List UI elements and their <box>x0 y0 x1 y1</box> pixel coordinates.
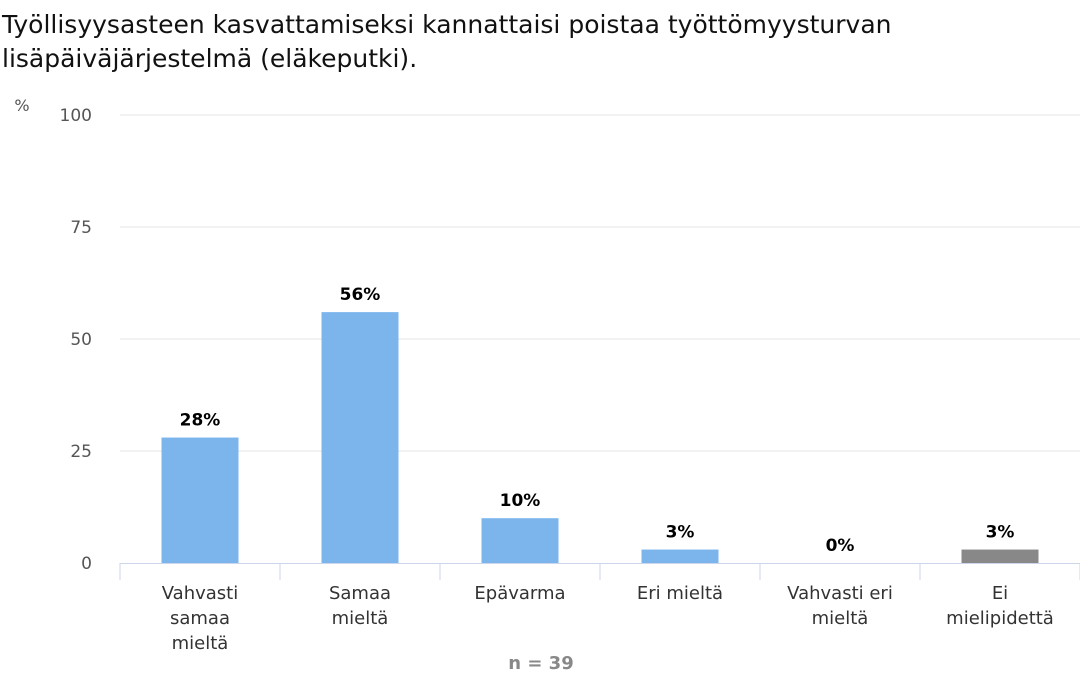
sample-size-label: n = 39 <box>508 653 573 674</box>
data-label: 3% <box>666 523 695 543</box>
data-label: 3% <box>986 523 1015 543</box>
x-tick-label: mieltä <box>172 633 229 654</box>
x-tick-label: Eri mieltä <box>637 583 723 604</box>
bar[interactable] <box>641 549 719 563</box>
x-tick-label: mieltä <box>812 608 869 629</box>
bar[interactable] <box>481 518 559 563</box>
x-tick-label: Vahvasti eri <box>787 583 893 604</box>
x-tick-label: Samaa <box>329 583 391 604</box>
bar[interactable] <box>161 437 239 563</box>
labels: 0 25 50 75 100% 28% Vahvasti samaa mieltä 56% Sama… <box>14 96 1053 674</box>
data-label: 56% <box>340 285 381 305</box>
x-tick-label: mieltä <box>332 608 389 629</box>
bar[interactable] <box>961 549 1039 563</box>
y-tick-label: 100 <box>60 106 92 126</box>
x-tick-label: Vahvasti <box>162 583 238 604</box>
chart-title: Työllisyysasteen kasvattamiseksi kannatt… <box>2 10 892 73</box>
grid-lines <box>120 114 1080 452</box>
x-tick-label: mielipidettä <box>946 608 1054 629</box>
bar[interactable] <box>321 312 399 563</box>
y-tick-label: 0 <box>81 554 92 574</box>
x-tick-label: Ei <box>992 583 1008 604</box>
bars <box>161 312 1039 563</box>
axes <box>119 563 1080 580</box>
y-tick-label: 50 <box>70 330 92 350</box>
y-tick-label: 75 <box>70 218 92 238</box>
y-tick-label: 25 <box>70 442 92 462</box>
y-axis-label: % <box>14 96 29 115</box>
x-tick-label: Epävarma <box>474 583 565 604</box>
data-label: 0% <box>826 536 855 556</box>
data-label: 10% <box>500 491 541 511</box>
data-label: 28% <box>180 411 221 431</box>
x-tick-label: samaa <box>170 608 230 629</box>
